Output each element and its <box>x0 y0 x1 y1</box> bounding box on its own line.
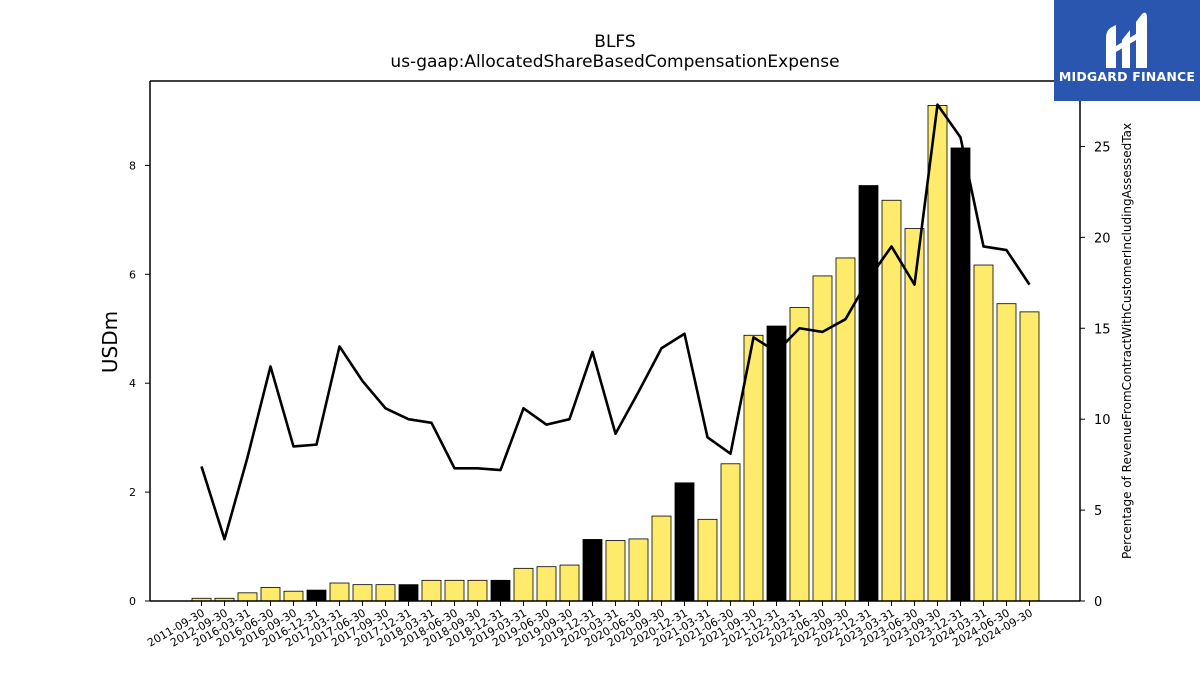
bar-2021-12-31 <box>766 325 787 602</box>
bar-2016-03-31 <box>237 592 258 602</box>
bar-2019-09-30 <box>559 564 580 602</box>
bar-2021-06-30 <box>720 463 741 602</box>
bar-2023-12-31 <box>950 147 971 602</box>
y2-tick-label: 25 <box>1094 140 1111 155</box>
bar-2017-09-30 <box>375 584 396 602</box>
percentage-line <box>200 103 1031 541</box>
y-tick-label: 4 <box>129 377 136 390</box>
y2-tick-label: 0 <box>1094 595 1102 610</box>
bar-2019-03-31 <box>513 567 534 602</box>
bar-2024-03-31 <box>973 264 994 602</box>
bar-2022-06-30 <box>812 275 833 602</box>
bar-2022-03-31 <box>789 307 810 602</box>
y2-tick-label: 20 <box>1094 231 1111 246</box>
y-tick-label: 0 <box>129 595 136 608</box>
y2-tick-label: 5 <box>1094 504 1102 519</box>
y-tick-label: 8 <box>129 159 136 172</box>
logo-mark-icon <box>1106 12 1147 68</box>
bar-2019-12-31 <box>582 539 603 602</box>
logo-text: MIDGARD FINANCE <box>1058 69 1196 84</box>
bar-2018-03-31 <box>421 579 442 602</box>
brand-logo: MIDGARD FINANCE <box>1054 0 1200 101</box>
bar-2016-06-30 <box>260 586 281 602</box>
bar-2019-06-30 <box>536 566 557 602</box>
bar-2024-09-30 <box>1019 311 1040 602</box>
chart-title: BLFS <box>594 32 636 52</box>
y-tick-label: 2 <box>129 486 136 499</box>
y2-tick-label: 15 <box>1094 322 1111 337</box>
bar-2017-06-30 <box>352 584 373 602</box>
bar-2022-12-31 <box>858 185 879 602</box>
bar-2021-03-31 <box>697 518 718 602</box>
bar-2023-03-31 <box>881 199 902 602</box>
line-layer <box>200 103 1031 541</box>
y2-tick-label: 10 <box>1094 413 1111 428</box>
y-tick-label: 6 <box>129 268 136 281</box>
bar-2017-12-31 <box>398 584 419 602</box>
bars-layer <box>191 105 1040 602</box>
y2-axis-label: Percentage of RevenueFromContractWithCus… <box>1120 123 1134 559</box>
bar-2024-06-30 <box>996 303 1017 602</box>
bar-2018-06-30 <box>444 579 465 602</box>
bar-2020-12-31 <box>674 482 695 602</box>
axes-layer: 0246805101520252011-09-302012-09-302016-… <box>129 80 1111 650</box>
bar-2017-03-31 <box>329 582 350 602</box>
y-axis-label: USDm <box>98 311 122 373</box>
bar-2018-09-30 <box>467 579 488 602</box>
bar-2023-09-30 <box>927 105 948 602</box>
bar-2020-09-30 <box>651 515 672 602</box>
bar-2018-12-31 <box>490 579 511 602</box>
chart-subtitle: us-gaap:AllocatedShareBasedCompensationE… <box>390 52 840 72</box>
bar-2020-03-31 <box>605 540 626 602</box>
bar-2020-06-30 <box>628 538 649 602</box>
bar-2016-09-30 <box>283 590 304 602</box>
bar-2016-12-31 <box>306 589 327 602</box>
